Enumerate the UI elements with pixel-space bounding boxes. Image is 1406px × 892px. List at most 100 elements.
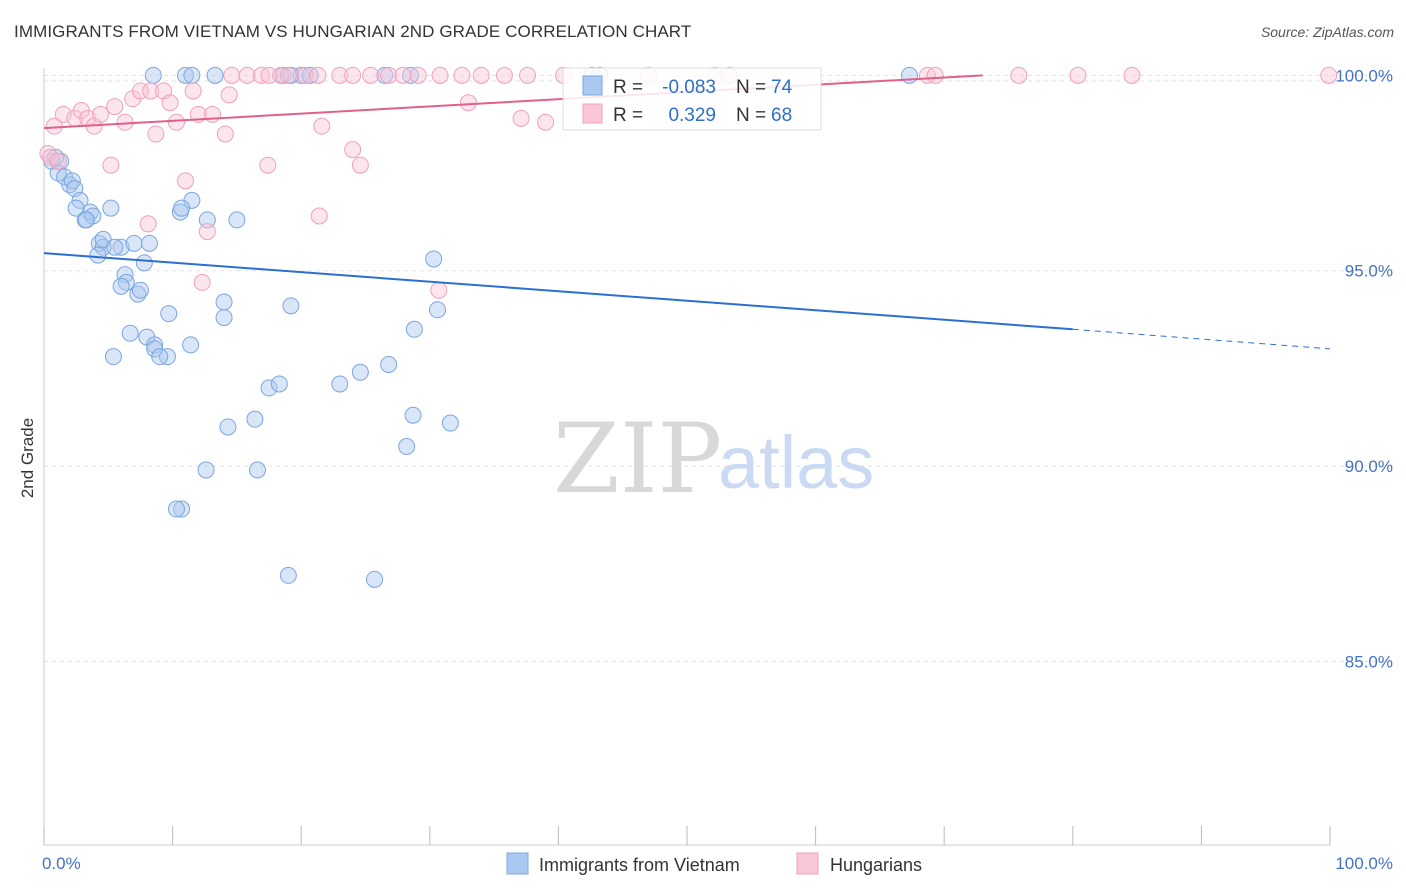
point-hungarians xyxy=(409,66,427,84)
point-hungarians xyxy=(453,66,471,84)
legend-label: Hungarians xyxy=(830,855,922,875)
point-hungarians xyxy=(1123,66,1141,84)
y-tick-label: 95.0% xyxy=(1345,262,1393,281)
point-vietnam xyxy=(248,461,266,479)
point-hungarians xyxy=(344,66,362,84)
chart-source: Source: ZipAtlas.com xyxy=(1260,24,1394,40)
point-hungarians xyxy=(220,86,238,104)
point-vietnam xyxy=(206,66,224,84)
point-hungarians xyxy=(313,117,331,135)
y-tick-label: 100.0% xyxy=(1335,66,1393,85)
stat-r-label: R = xyxy=(613,77,643,98)
point-vietnam xyxy=(104,348,122,366)
point-vietnam xyxy=(89,246,107,264)
point-hungarians xyxy=(537,113,555,131)
stats-box-frame xyxy=(562,67,822,131)
point-vietnam xyxy=(351,363,369,381)
point-hungarians xyxy=(394,66,412,84)
point-hungarians xyxy=(49,152,67,170)
legend-label: Immigrants from Vietnam xyxy=(539,855,740,875)
trend-line-hungarians xyxy=(43,74,983,130)
point-hungarians xyxy=(331,66,349,84)
point-vietnam xyxy=(71,191,89,209)
point-hungarians xyxy=(106,98,124,116)
point-hungarians xyxy=(1320,66,1338,84)
point-vietnam xyxy=(151,348,169,366)
point-hungarians xyxy=(184,82,202,100)
watermark-zip: ZIP xyxy=(553,403,722,515)
point-vietnam xyxy=(219,418,237,436)
point-hungarians xyxy=(131,82,149,100)
point-vietnam xyxy=(121,324,139,342)
point-hungarians xyxy=(139,215,157,233)
y-tick-label: 90.0% xyxy=(1345,457,1393,476)
point-hungarians xyxy=(1069,66,1087,84)
point-hungarians xyxy=(380,66,398,84)
point-vietnam xyxy=(77,211,95,229)
trend-lines xyxy=(43,74,1331,350)
point-vietnam xyxy=(292,66,310,84)
point-hungarians xyxy=(926,66,944,84)
point-vietnam xyxy=(167,500,185,518)
point-hungarians xyxy=(519,66,537,84)
point-hungarians xyxy=(238,66,256,84)
chart-title: IMMIGRANTS FROM VIETNAM VS HUNGARIAN 2ND… xyxy=(14,22,692,41)
y-tick-labels: 100.0% 95.0% 90.0% 85.0% xyxy=(1335,66,1393,671)
point-hungarians xyxy=(362,66,380,84)
point-vietnam xyxy=(173,500,191,518)
stat-r-value: 0.329 xyxy=(668,105,716,126)
stat-n-value: 74 xyxy=(771,77,793,98)
point-vietnam xyxy=(173,199,191,217)
point-vietnam xyxy=(198,211,216,229)
point-vietnam xyxy=(135,254,153,272)
point-vietnam xyxy=(429,301,447,319)
point-hungarians xyxy=(203,105,221,123)
point-vietnam xyxy=(270,375,288,393)
point-vietnam xyxy=(900,66,918,84)
stat-n-value: 68 xyxy=(771,105,792,126)
point-hungarians xyxy=(193,273,211,291)
x-tick-label-max: 100.0% xyxy=(1335,854,1393,873)
x-tick-labels: 0.0% 100.0% xyxy=(42,854,1393,873)
point-vietnam xyxy=(404,406,422,424)
legend-swatch xyxy=(796,852,819,875)
stat-r-value: -0.083 xyxy=(662,77,716,98)
point-hungarians xyxy=(296,66,314,84)
point-hungarians xyxy=(41,148,59,166)
point-hungarians xyxy=(430,281,448,299)
y-axis-title: 2nd Grade xyxy=(18,418,37,498)
point-hungarians xyxy=(1010,66,1028,84)
x-tick-label-min: 0.0% xyxy=(42,854,81,873)
point-hungarians xyxy=(512,109,530,127)
point-vietnam xyxy=(131,281,149,299)
axes xyxy=(43,68,1331,846)
bottom-legend: Immigrants from Vietnam Hungarians xyxy=(506,852,922,875)
stats-swatch xyxy=(582,103,603,124)
point-hungarians xyxy=(216,125,234,143)
point-vietnam xyxy=(246,410,264,428)
point-vietnam xyxy=(112,277,130,295)
point-vietnam xyxy=(106,238,124,256)
point-vietnam xyxy=(197,461,215,479)
point-hungarians xyxy=(176,172,194,190)
point-vietnam xyxy=(102,199,120,217)
point-vietnam xyxy=(182,336,200,354)
stats-legend-box: R = -0.083 N = 74 R = 0.329 N = 68 xyxy=(562,67,822,131)
stats-swatch xyxy=(582,75,603,96)
point-vietnam xyxy=(125,234,143,252)
point-vietnam xyxy=(366,570,384,588)
point-vietnam xyxy=(215,309,233,327)
trend-line-vietnam-extension xyxy=(1072,328,1331,350)
point-vietnam xyxy=(112,238,130,256)
point-vietnam xyxy=(140,234,158,252)
point-hungarians xyxy=(161,94,179,112)
stat-r-label: R = xyxy=(613,105,643,126)
point-vietnam xyxy=(228,211,246,229)
point-hungarians xyxy=(344,141,362,159)
point-hungarians xyxy=(198,223,216,241)
point-vietnam xyxy=(380,355,398,373)
point-vietnam xyxy=(331,375,349,393)
point-vietnam xyxy=(282,297,300,315)
point-hungarians xyxy=(431,66,449,84)
